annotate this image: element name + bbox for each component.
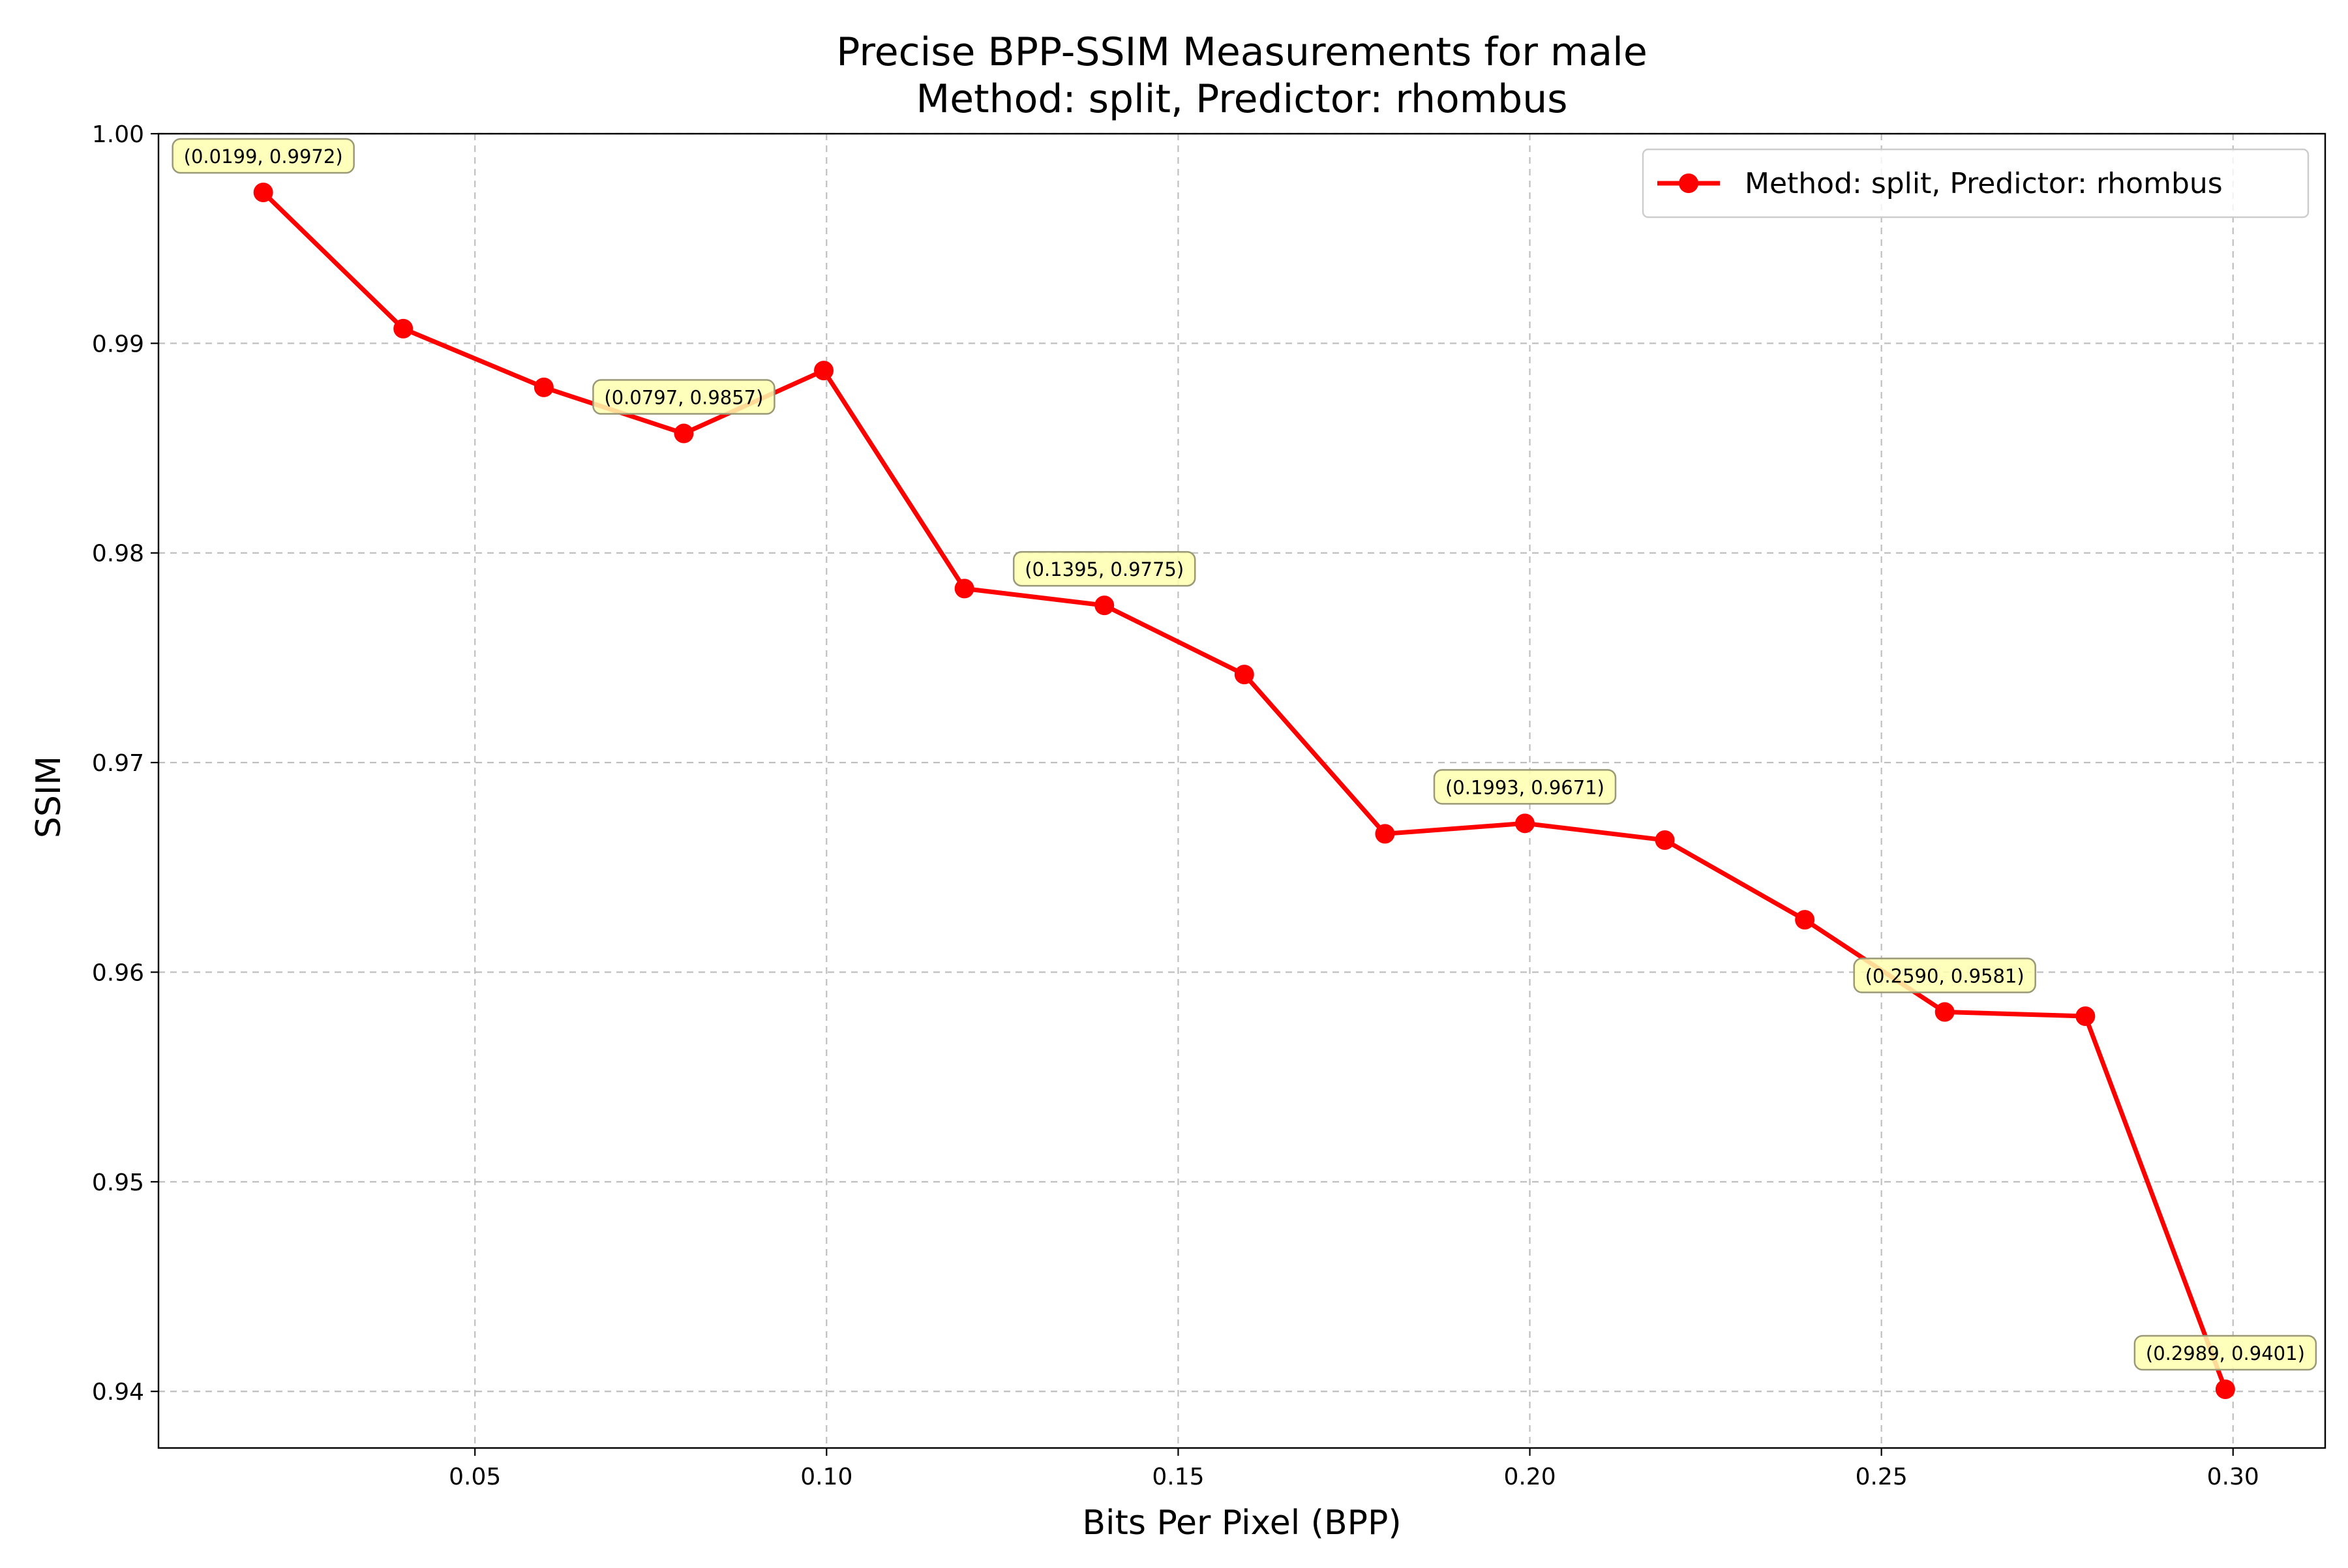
x-axis-label: Bits Per Pixel (BPP) (1082, 1503, 1401, 1543)
legend: Method: split, Predictor: rhombus (1642, 148, 2310, 219)
annotation-box (2133, 1334, 2317, 1371)
data-point (1795, 910, 1815, 930)
y-axis-label: SSIM (29, 756, 68, 838)
data-point (2075, 1006, 2096, 1026)
data-point (813, 361, 834, 381)
annotation-box (172, 138, 355, 174)
x-tick-label: 0.25 (1856, 1464, 1908, 1490)
annotation-label: (0.2989, 0.9401) (2146, 1342, 2305, 1364)
legend-marker-swatch (1679, 173, 1698, 193)
data-point (674, 423, 694, 444)
data-annotations: (0.0199, 0.9972) (0.0797, 0.9857) (0.1395,… (172, 138, 2317, 1371)
x-tick-label: 0.05 (449, 1464, 501, 1490)
x-tick-label: 0.20 (1503, 1464, 1556, 1490)
data-point (1655, 830, 1675, 851)
y-tick-label: 0.97 (92, 750, 144, 777)
data-point (1234, 665, 1254, 685)
annotation-label: (0.0199, 0.9972) (184, 145, 343, 168)
data-point (1934, 1002, 1955, 1022)
legend-box (1642, 148, 2310, 219)
y-tick-label: 0.94 (92, 1379, 144, 1406)
y-tick-label: 0.99 (92, 331, 144, 357)
plot-frame (157, 132, 2326, 1449)
annotation-box (1433, 769, 1617, 805)
annotation-box (1012, 550, 1196, 587)
data-point (534, 377, 554, 397)
annotation-box (1853, 957, 2036, 993)
data-point (393, 318, 414, 339)
y-tick-label: 0.95 (92, 1169, 144, 1196)
x-tick-label: 0.10 (800, 1464, 852, 1490)
data-point (954, 579, 974, 599)
annotation-box (592, 379, 775, 415)
legend-label: Method: split, Predictor: rhombus (1745, 167, 2223, 200)
annotation-label: (0.1395, 0.9775) (1025, 558, 1184, 580)
x-tick-label: 0.15 (1152, 1464, 1204, 1490)
chart-subtitle: Method: split, Predictor: rhombus (916, 76, 1567, 122)
y-tick-label: 0.98 (92, 541, 144, 567)
data-point (253, 182, 273, 202)
chart-title: Precise BPP-SSIM Measurements for male (836, 29, 1647, 75)
annotation-label: (0.1993, 0.9671) (1445, 776, 1604, 798)
data-point (1094, 596, 1115, 616)
data-point (1514, 813, 1535, 834)
y-tick-label: 1.00 (92, 121, 144, 148)
data-point (2215, 1380, 2235, 1400)
annotation-label: (0.0797, 0.9857) (604, 387, 763, 409)
axes: 0.05 0.10 0.15 0.20 0.25 0.30 0.94 0.95 0.96 0.97… (92, 121, 2326, 1490)
data-point (1375, 824, 1395, 844)
annotation-label: (0.2590, 0.9581) (1865, 965, 2024, 988)
y-tick-label: 0.96 (92, 959, 144, 986)
x-tick-label: 0.30 (2207, 1464, 2259, 1490)
